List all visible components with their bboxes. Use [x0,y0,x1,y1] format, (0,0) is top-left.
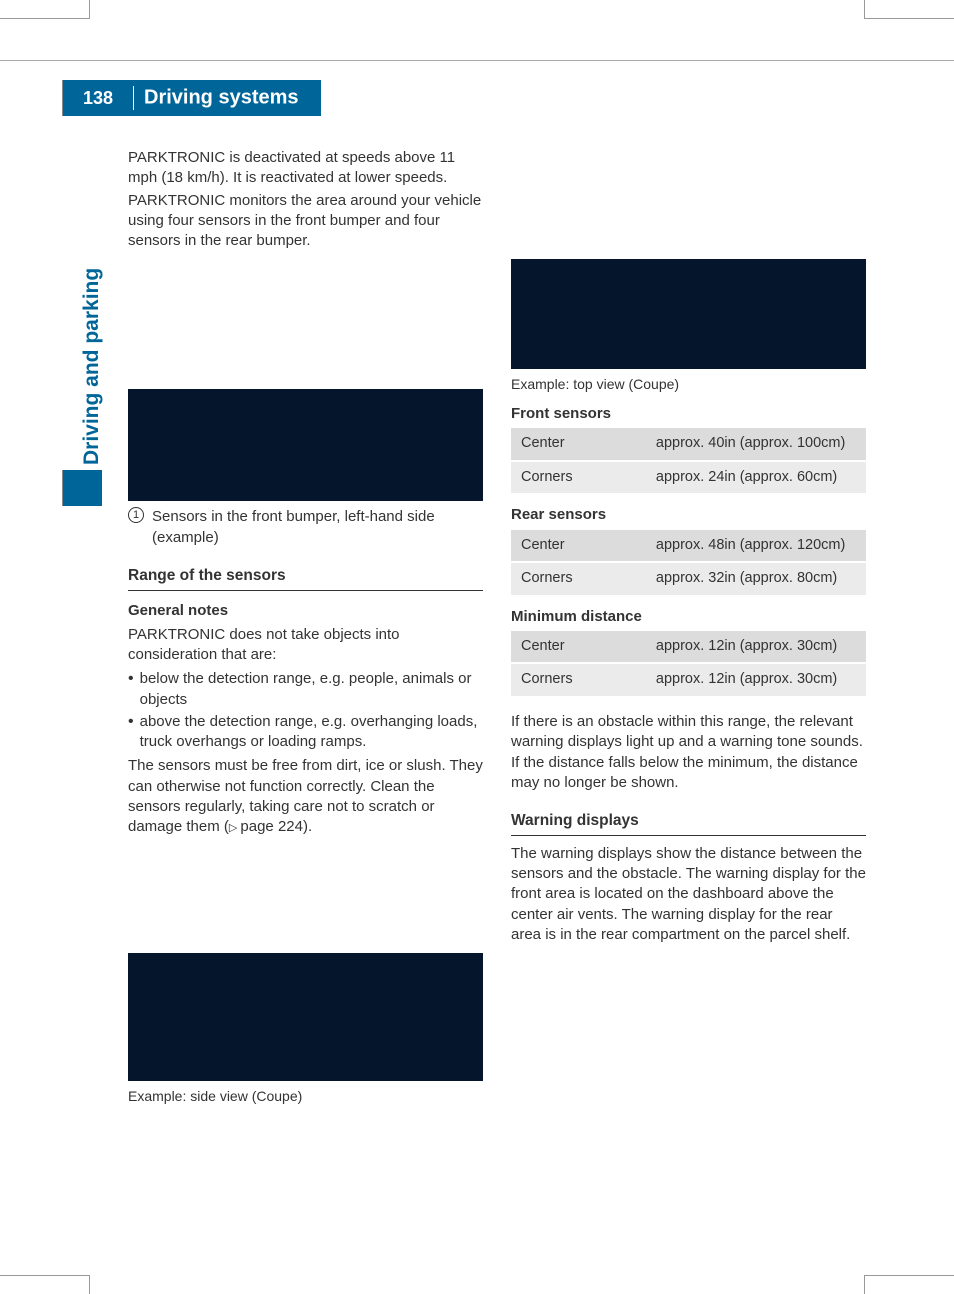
body-text: If there is an obstacle within this rang… [511,712,866,793]
heading-rear-sensors: Rear sensors [511,505,866,525]
heading-front-sensors: Front sensors [511,404,866,424]
body-text: PARKTRONIC monitors the area around your… [128,191,483,252]
figure-placeholder-light [128,867,483,947]
figure-placeholder-dark [128,953,483,1081]
list-item: below the detection range, e.g. people, … [128,669,483,710]
text-run: ). [303,818,312,835]
table-cell-value: approx. 48in (approx. 120cm) [646,530,866,563]
figure-caption: Example: side view (Coupe) [128,1087,483,1106]
table-row: Centerapprox. 48in (approx. 120cm) [511,530,866,563]
heading-warning-displays: Warning displays [511,811,866,836]
side-tab-marker [62,470,102,506]
right-column: Example: top view (Coupe) Front sensors … [511,148,866,1214]
crop-mark [864,18,954,19]
figure-placeholder-light [128,253,483,383]
figure-placeholder-dark [511,259,866,369]
page-number: 138 [63,88,125,109]
body-text: PARKTRONIC does not take objects into co… [128,625,483,666]
table-cell-label: Center [511,631,646,664]
table-row: Cornersapprox. 24in (approx. 60cm) [511,461,866,495]
table-cell-value: approx. 40in (approx. 100cm) [646,428,866,461]
triangle-icon: ▷ [229,822,241,834]
figure-placeholder-light [511,148,866,253]
table-cell-label: Corners [511,663,646,697]
list-item: above the detection range, e.g. overhang… [128,712,483,753]
table-cell-value: approx. 32in (approx. 80cm) [646,562,866,596]
table-row: Cornersapprox. 32in (approx. 80cm) [511,562,866,596]
heading-general: General notes [128,601,483,621]
legend-text: Sensors in the front bumper, left-hand s… [152,507,483,548]
table-cell-value: approx. 12in (approx. 30cm) [646,663,866,697]
left-column: PARKTRONIC is deactivated at speeds abov… [128,148,483,1214]
table-cell-value: approx. 12in (approx. 30cm) [646,631,866,664]
table-cell-value: approx. 24in (approx. 60cm) [646,461,866,495]
table-row: Cornersapprox. 12in (approx. 30cm) [511,663,866,697]
body-text: The sensors must be free from dirt, ice … [128,756,483,837]
page-header: 138 Driving systems [62,80,321,116]
content-area: PARKTRONIC is deactivated at speeds abov… [128,148,866,1214]
figure-caption: Example: top view (Coupe) [511,375,866,394]
body-text: PARKTRONIC is deactivated at speeds abov… [128,148,483,189]
body-text: The warning displays show the distance b… [511,844,866,945]
table-cell-label: Center [511,428,646,461]
top-rule [0,60,954,61]
section-title: Driving systems [125,86,321,110]
page-reference: page 224 [240,818,303,835]
figure-legend: 1 Sensors in the front bumper, left-hand… [128,507,483,548]
list-item-text: below the detection range, e.g. people, … [140,669,483,710]
crop-mark [0,18,90,19]
table-row: Centerapprox. 40in (approx. 100cm) [511,428,866,461]
bullet-list: below the detection range, e.g. people, … [128,669,483,752]
table-cell-label: Center [511,530,646,563]
table-cell-label: Corners [511,562,646,596]
rear-sensors-table: Centerapprox. 48in (approx. 120cm) Corne… [511,530,866,597]
crop-mark [0,1275,90,1276]
minimum-distance-table: Centerapprox. 12in (approx. 30cm) Corner… [511,631,866,698]
front-sensors-table: Centerapprox. 40in (approx. 100cm) Corne… [511,428,866,495]
crop-mark [864,1275,954,1276]
list-item-text: above the detection range, e.g. overhang… [140,712,483,753]
legend-number-icon: 1 [128,507,144,523]
figure-placeholder-dark [128,389,483,501]
heading-range: Range of the sensors [128,566,483,591]
table-row: Centerapprox. 12in (approx. 30cm) [511,631,866,664]
side-tab-label: Driving and parking [80,268,104,465]
table-cell-label: Corners [511,461,646,495]
heading-minimum-distance: Minimum distance [511,607,866,627]
